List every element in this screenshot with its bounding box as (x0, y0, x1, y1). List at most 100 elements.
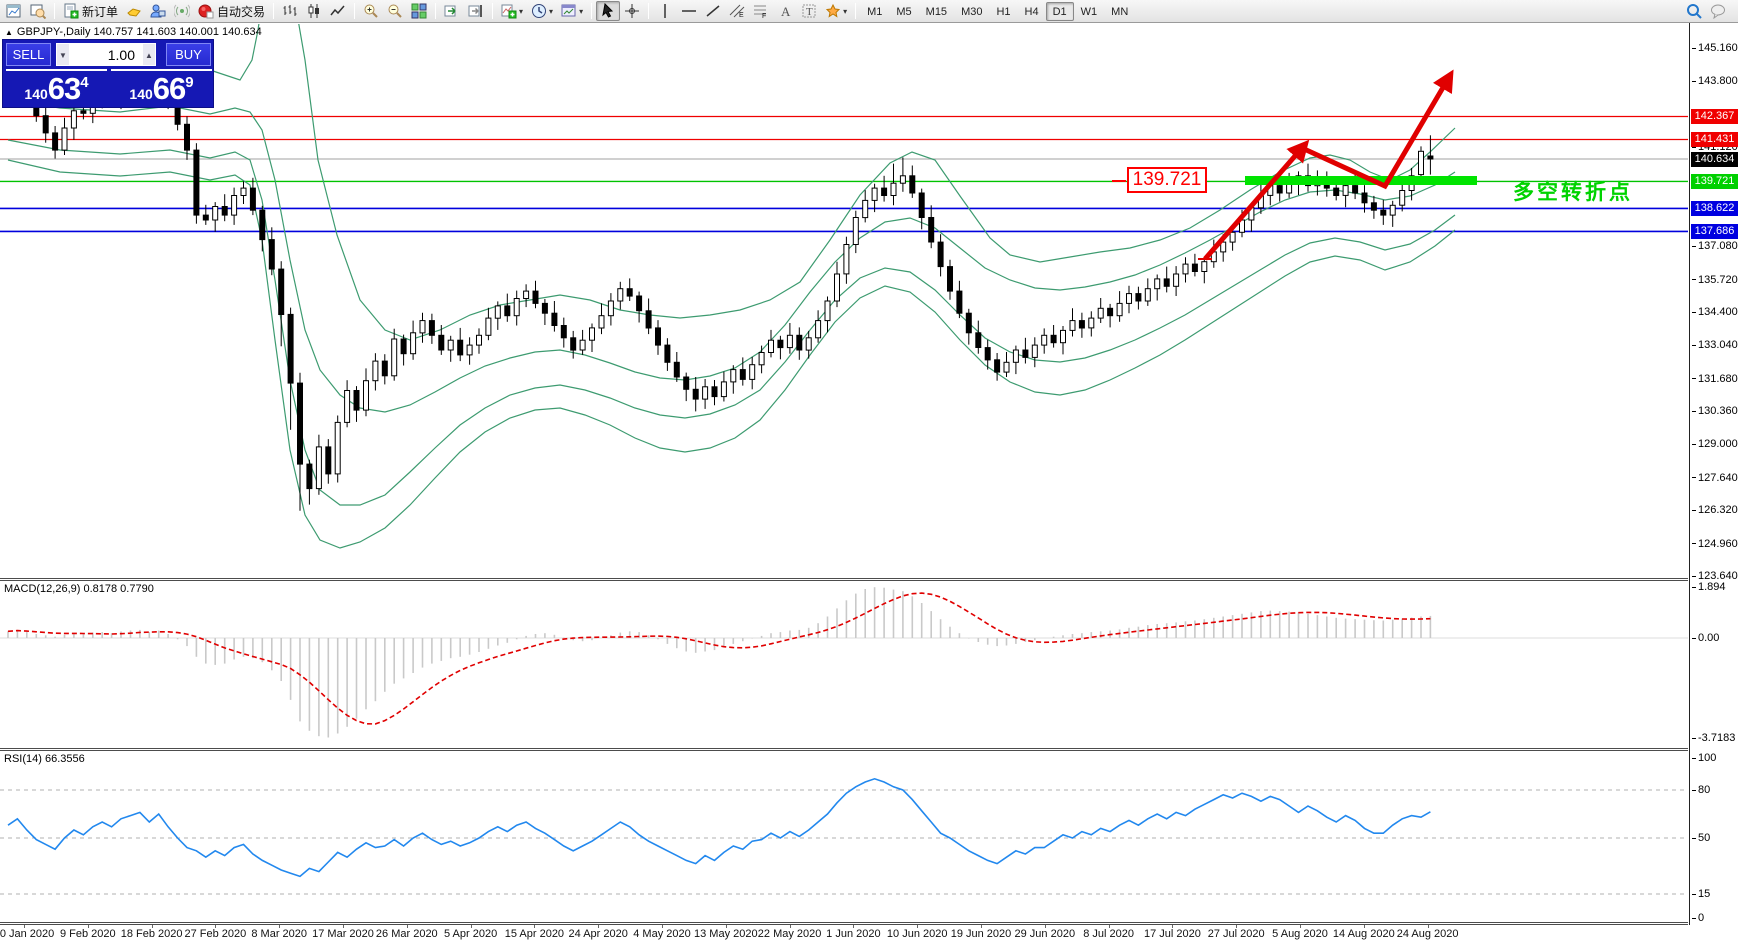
zoom-out-icon[interactable] (383, 1, 407, 21)
signal-icon[interactable] (170, 1, 194, 21)
timeframe-m5[interactable]: M5 (896, 5, 912, 18)
cursor-icon[interactable] (596, 1, 621, 21)
market-watch-icon[interactable] (122, 1, 146, 21)
shapes-icon[interactable]: ▾ (821, 1, 851, 21)
macd-chart[interactable] (0, 581, 1688, 748)
volume-increase-button[interactable]: ▲ (142, 43, 156, 66)
sell-button[interactable]: SELL (6, 43, 51, 66)
line-chart-icon[interactable] (326, 1, 350, 21)
date-label: 27 Feb 2020 (184, 928, 247, 940)
price-level-flag[interactable]: 139.721 (1127, 167, 1207, 193)
fibonacci-icon[interactable]: F (749, 1, 773, 21)
axis-tick-label: 134.400 (1692, 306, 1738, 318)
text-icon[interactable]: A (773, 1, 797, 21)
date-label: 14 Aug 2020 (1332, 928, 1395, 940)
date-label: 29 Jun 2020 (1014, 928, 1076, 940)
timeframe-h1[interactable]: H1 (996, 5, 1011, 18)
date-label: 10 Jun 2020 (886, 928, 948, 940)
date-tick (406, 925, 408, 928)
metaeditor-icon[interactable] (146, 1, 170, 21)
chevron-down-icon[interactable]: ▾ (519, 6, 524, 16)
date-tick (917, 925, 919, 928)
axis-tick-label: 50 (1692, 832, 1710, 844)
rsi-chart[interactable] (0, 751, 1688, 922)
buy-button[interactable]: BUY (166, 43, 211, 66)
hline-icon[interactable] (677, 1, 701, 21)
axis-tick-label: 145.160 (1692, 42, 1738, 54)
pane-separator[interactable] (0, 578, 1688, 581)
chevron-down-icon[interactable]: ▾ (549, 6, 554, 16)
trendline-icon[interactable] (701, 1, 725, 21)
axis-tick-label: 0 (1692, 912, 1704, 924)
crosshair-icon[interactable] (620, 1, 644, 21)
toolbar-right (1682, 1, 1736, 21)
date-tick (853, 925, 855, 928)
candlestick-icon[interactable] (302, 1, 326, 21)
chart-preview-icon[interactable] (26, 1, 50, 21)
axis-tick-label: 1.894 (1692, 581, 1726, 593)
chevron-down-icon[interactable]: ▾ (579, 6, 584, 16)
new-order-icon[interactable]: 新订单 (59, 1, 122, 21)
one-click-trade-panel: SELL ▼ ▲ BUY 140634 140669 (2, 39, 214, 108)
date-label: 17 Mar 2020 (312, 928, 374, 940)
date-tick (981, 925, 982, 928)
date-label: 5 Apr 2020 (443, 928, 498, 940)
date-tick (24, 925, 25, 928)
date-label: 5 Aug 2020 (1272, 928, 1328, 940)
timeframe-mn[interactable]: MN (1111, 5, 1129, 18)
rsi-label: RSI(14) 66.3556 (4, 753, 85, 765)
chart-shift-icon[interactable] (464, 1, 488, 21)
zoom-in-icon[interactable] (359, 1, 383, 21)
autotrading-icon[interactable]: 自动交易 (194, 1, 269, 21)
price-badge: 142.367 (1691, 109, 1738, 125)
turning-point-note[interactable]: 多空转折点 (1513, 181, 1633, 204)
sell-price-display[interactable]: 140634 (6, 69, 107, 106)
date-label: 27 Jul 2020 (1207, 928, 1265, 940)
periods-icon[interactable]: ▾ (527, 1, 557, 21)
date-tick (725, 925, 727, 928)
date-label: 22 May 2020 (757, 928, 822, 940)
chevron-down-icon[interactable]: ▾ (843, 6, 848, 16)
price-axis[interactable]: 145.160143.800141.120138.440137.080135.7… (1689, 23, 1738, 925)
chat-icon[interactable] (1706, 1, 1730, 21)
pane-separator[interactable] (0, 748, 1688, 751)
bar-chart-icon[interactable] (278, 1, 302, 21)
buy-price-sup: 9 (185, 74, 194, 91)
axis-tick-label: 123.640 (1692, 570, 1738, 582)
timeframe-h4[interactable]: H4 (1024, 5, 1039, 18)
vline-icon[interactable] (653, 1, 677, 21)
date-tick (1300, 925, 1301, 928)
timeframe-m30[interactable]: M30 (961, 5, 983, 18)
tile-windows-icon[interactable] (407, 1, 431, 21)
template-icon[interactable]: ▾ (557, 1, 587, 21)
axis-tick-label: 126.320 (1692, 504, 1738, 516)
timeframe-w1[interactable]: W1 (1080, 5, 1098, 18)
date-tick (343, 925, 344, 928)
auto-scroll-icon[interactable] (440, 1, 464, 21)
price-badge: 138.622 (1691, 200, 1738, 216)
indicators-icon[interactable]: ▾ (497, 1, 527, 21)
date-label: 9 Feb 2020 (59, 928, 116, 940)
volume-decrease-button[interactable]: ▼ (56, 43, 70, 66)
channel-icon[interactable]: E (725, 1, 749, 21)
toolbar-separator (354, 3, 356, 19)
autotrading-icon-label: 自动交易 (217, 4, 266, 19)
candlestick-chart[interactable] (0, 24, 1688, 578)
macd-pane[interactable]: MACD(12,26,9) 0.8178 0.7790 (0, 581, 1688, 748)
toolbar-separator (492, 3, 494, 19)
buy-price-prefix: 140 (129, 86, 153, 102)
rsi-pane[interactable]: RSI(14) 66.3556 (0, 751, 1688, 922)
toolbar-separator (435, 3, 437, 19)
buy-price-display[interactable]: 140669 (111, 69, 212, 106)
main-price-pane[interactable]: 139.721 多空转折点 (0, 24, 1688, 578)
timeframe-d1[interactable]: D1 (1045, 1, 1074, 21)
window-chart-icon[interactable] (2, 1, 26, 21)
label-icon[interactable]: T (797, 1, 821, 21)
volume-input[interactable] (70, 43, 142, 66)
search-icon[interactable] (1682, 1, 1706, 21)
svg-text:T: T (806, 6, 813, 18)
timeframe-m15[interactable]: M15 (925, 5, 948, 18)
collapse-icon[interactable]: ▲ (5, 28, 13, 37)
timeframe-m1[interactable]: M1 (867, 5, 883, 18)
